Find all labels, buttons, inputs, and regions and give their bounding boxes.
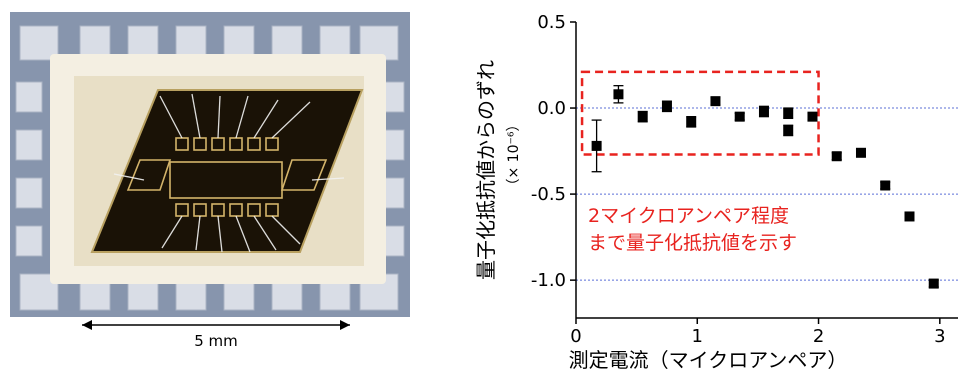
- data-point-3: [661, 101, 672, 112]
- data-point-13: [880, 180, 891, 191]
- y-axis-title: 量子化抵抗値からのずれ: [474, 60, 498, 280]
- device-photo: 5 mm: [10, 12, 410, 350]
- data-point-14: [904, 211, 915, 222]
- y-tick-label-2: -0.5: [531, 184, 566, 205]
- plot-area: 0.5 0.0 -0.5 -1.0 0 1 2 3: [531, 12, 958, 347]
- scale-label: 5 mm: [194, 332, 238, 350]
- y-tick-label-3: -1.0: [531, 270, 566, 291]
- annotation-line-1: 2マイクロアンペア程度: [588, 205, 789, 227]
- data-point-7: [758, 106, 769, 117]
- data-point-4: [686, 116, 697, 127]
- chip-die: [90, 89, 364, 253]
- data-point-1: [613, 89, 624, 100]
- data-point-11: [831, 151, 842, 162]
- annotation-line-2: まで量子化抵抗値を示す: [588, 232, 797, 254]
- data-point-15: [928, 278, 939, 289]
- y-tick-label-1: 0.0: [537, 98, 566, 119]
- data-point-9: [783, 108, 794, 119]
- x-tick-label-1: 1: [692, 326, 703, 347]
- y-tick-label-0: 0.5: [537, 12, 566, 33]
- scale-bar: [82, 320, 350, 330]
- bond-wires: [113, 93, 345, 253]
- x-tick-label-2: 2: [813, 326, 824, 347]
- data-point-8: [783, 125, 794, 136]
- data-point-6: [734, 111, 745, 122]
- data-point-10: [807, 111, 818, 122]
- data-point-12: [855, 147, 866, 158]
- data-point-5: [710, 96, 721, 107]
- y-axis-unit: （× 10⁻⁶）: [506, 118, 522, 193]
- x-tick-label-0: 0: [570, 326, 581, 347]
- x-axis-title: 測定電流（マイクロアンペア）: [569, 348, 848, 372]
- deviation-chart: 0.50.0-0.5-1.00 1 2 3 量子化抵抗値からのずれ （× 10⁻⁶） …: [474, 12, 958, 372]
- highlight-box: [580, 70, 820, 156]
- x-tick-label-3: 3: [934, 326, 945, 347]
- data-point-2: [637, 111, 648, 122]
- data-point-0: [591, 140, 602, 151]
